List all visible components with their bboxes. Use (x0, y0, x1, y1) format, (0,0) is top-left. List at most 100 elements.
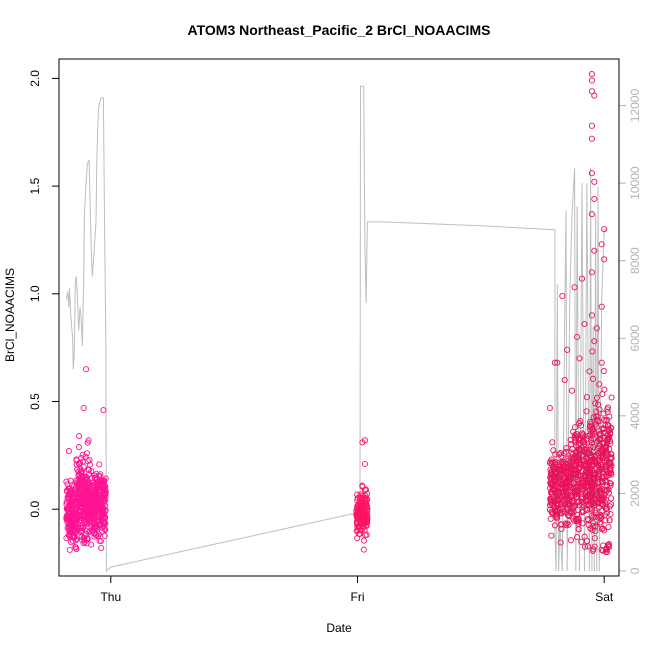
data-point (81, 539, 88, 546)
y2-tick-label: 0 (628, 567, 642, 574)
data-point (563, 445, 570, 452)
x-tick-label: Fri (351, 590, 365, 604)
data-point (586, 368, 593, 375)
data-point (597, 467, 604, 474)
data-point (95, 487, 102, 494)
data-point (579, 468, 586, 475)
data-point (608, 471, 615, 478)
data-point (591, 452, 598, 459)
data-point (546, 404, 553, 412)
data-point (608, 495, 615, 502)
data-point (600, 469, 607, 476)
data-point (63, 478, 70, 485)
data-point (592, 490, 599, 497)
y2-tick-label: 10000 (628, 166, 642, 200)
data-point (588, 211, 595, 218)
data-point (67, 492, 74, 499)
data-point (571, 284, 578, 291)
data-point (579, 501, 586, 508)
data-point (66, 546, 73, 553)
data-point (94, 497, 101, 504)
data-point (96, 505, 104, 512)
data-point (582, 446, 589, 453)
data-point (551, 497, 558, 505)
data-point (87, 499, 94, 506)
data-point (591, 247, 598, 254)
data-point (354, 527, 361, 534)
data-point (599, 473, 606, 480)
data-point (64, 525, 71, 532)
data-point (63, 514, 70, 521)
data-point (551, 359, 558, 366)
data-point (557, 459, 564, 466)
y-tick-label: 0.5 (28, 393, 42, 410)
data-point (556, 470, 563, 477)
data-point (592, 527, 599, 535)
data-point (353, 518, 360, 525)
data-point (567, 436, 574, 444)
data-point (70, 510, 77, 517)
data-point (576, 355, 583, 362)
y2-tick-label: 2000 (628, 480, 642, 507)
data-point (102, 475, 109, 482)
data-point (589, 489, 596, 496)
data-point (79, 451, 86, 458)
data-point (566, 496, 574, 503)
data-point (77, 477, 84, 484)
data-point (569, 451, 576, 458)
data-point (600, 502, 607, 509)
data-point (591, 543, 598, 550)
chart-title: ATOM3 Northeast_Pacific_2 BrCl_NOAACIMS (188, 22, 491, 38)
data-point (81, 537, 88, 544)
data-point (581, 500, 588, 507)
data-point (84, 535, 91, 542)
data-point (75, 444, 83, 451)
data-point (88, 541, 95, 548)
data-point (605, 543, 612, 550)
data-point (593, 394, 600, 401)
data-point (78, 470, 85, 477)
data-point (575, 442, 582, 449)
data-point (571, 436, 579, 443)
data-point (563, 493, 570, 500)
data-point (576, 480, 583, 487)
data-point (64, 481, 71, 488)
data-point (575, 526, 582, 533)
data-point (601, 486, 608, 493)
data-point (591, 430, 598, 437)
data-point (584, 492, 591, 499)
data-point (602, 479, 610, 486)
y-tick-label: 1.5 (28, 177, 42, 194)
data-point (593, 498, 600, 505)
data-point (66, 500, 73, 508)
data-point (597, 487, 604, 494)
y-axis-label: BrCl_NOAACIMS (3, 268, 17, 362)
data-point (566, 477, 573, 485)
data-point (596, 436, 603, 443)
data-point (564, 520, 571, 527)
data-point (583, 394, 590, 401)
data-point (588, 439, 595, 446)
data-point (101, 532, 108, 539)
data-point (550, 463, 557, 470)
data-point (80, 404, 87, 412)
data-point (93, 531, 100, 538)
data-point (581, 440, 588, 447)
data-point (571, 503, 579, 510)
data-point (573, 466, 580, 473)
x-tick-label: Thu (100, 590, 121, 604)
data-point (596, 457, 603, 464)
data-point (591, 501, 598, 508)
data-point (76, 461, 83, 468)
data-point (547, 471, 554, 478)
data-point (591, 92, 598, 99)
data-point (596, 430, 603, 437)
data-point (86, 456, 93, 463)
data-point (596, 381, 603, 388)
data-point (549, 501, 556, 508)
data-point (71, 534, 78, 541)
data-point (596, 406, 603, 413)
data-point (573, 493, 580, 500)
data-point (554, 359, 561, 366)
